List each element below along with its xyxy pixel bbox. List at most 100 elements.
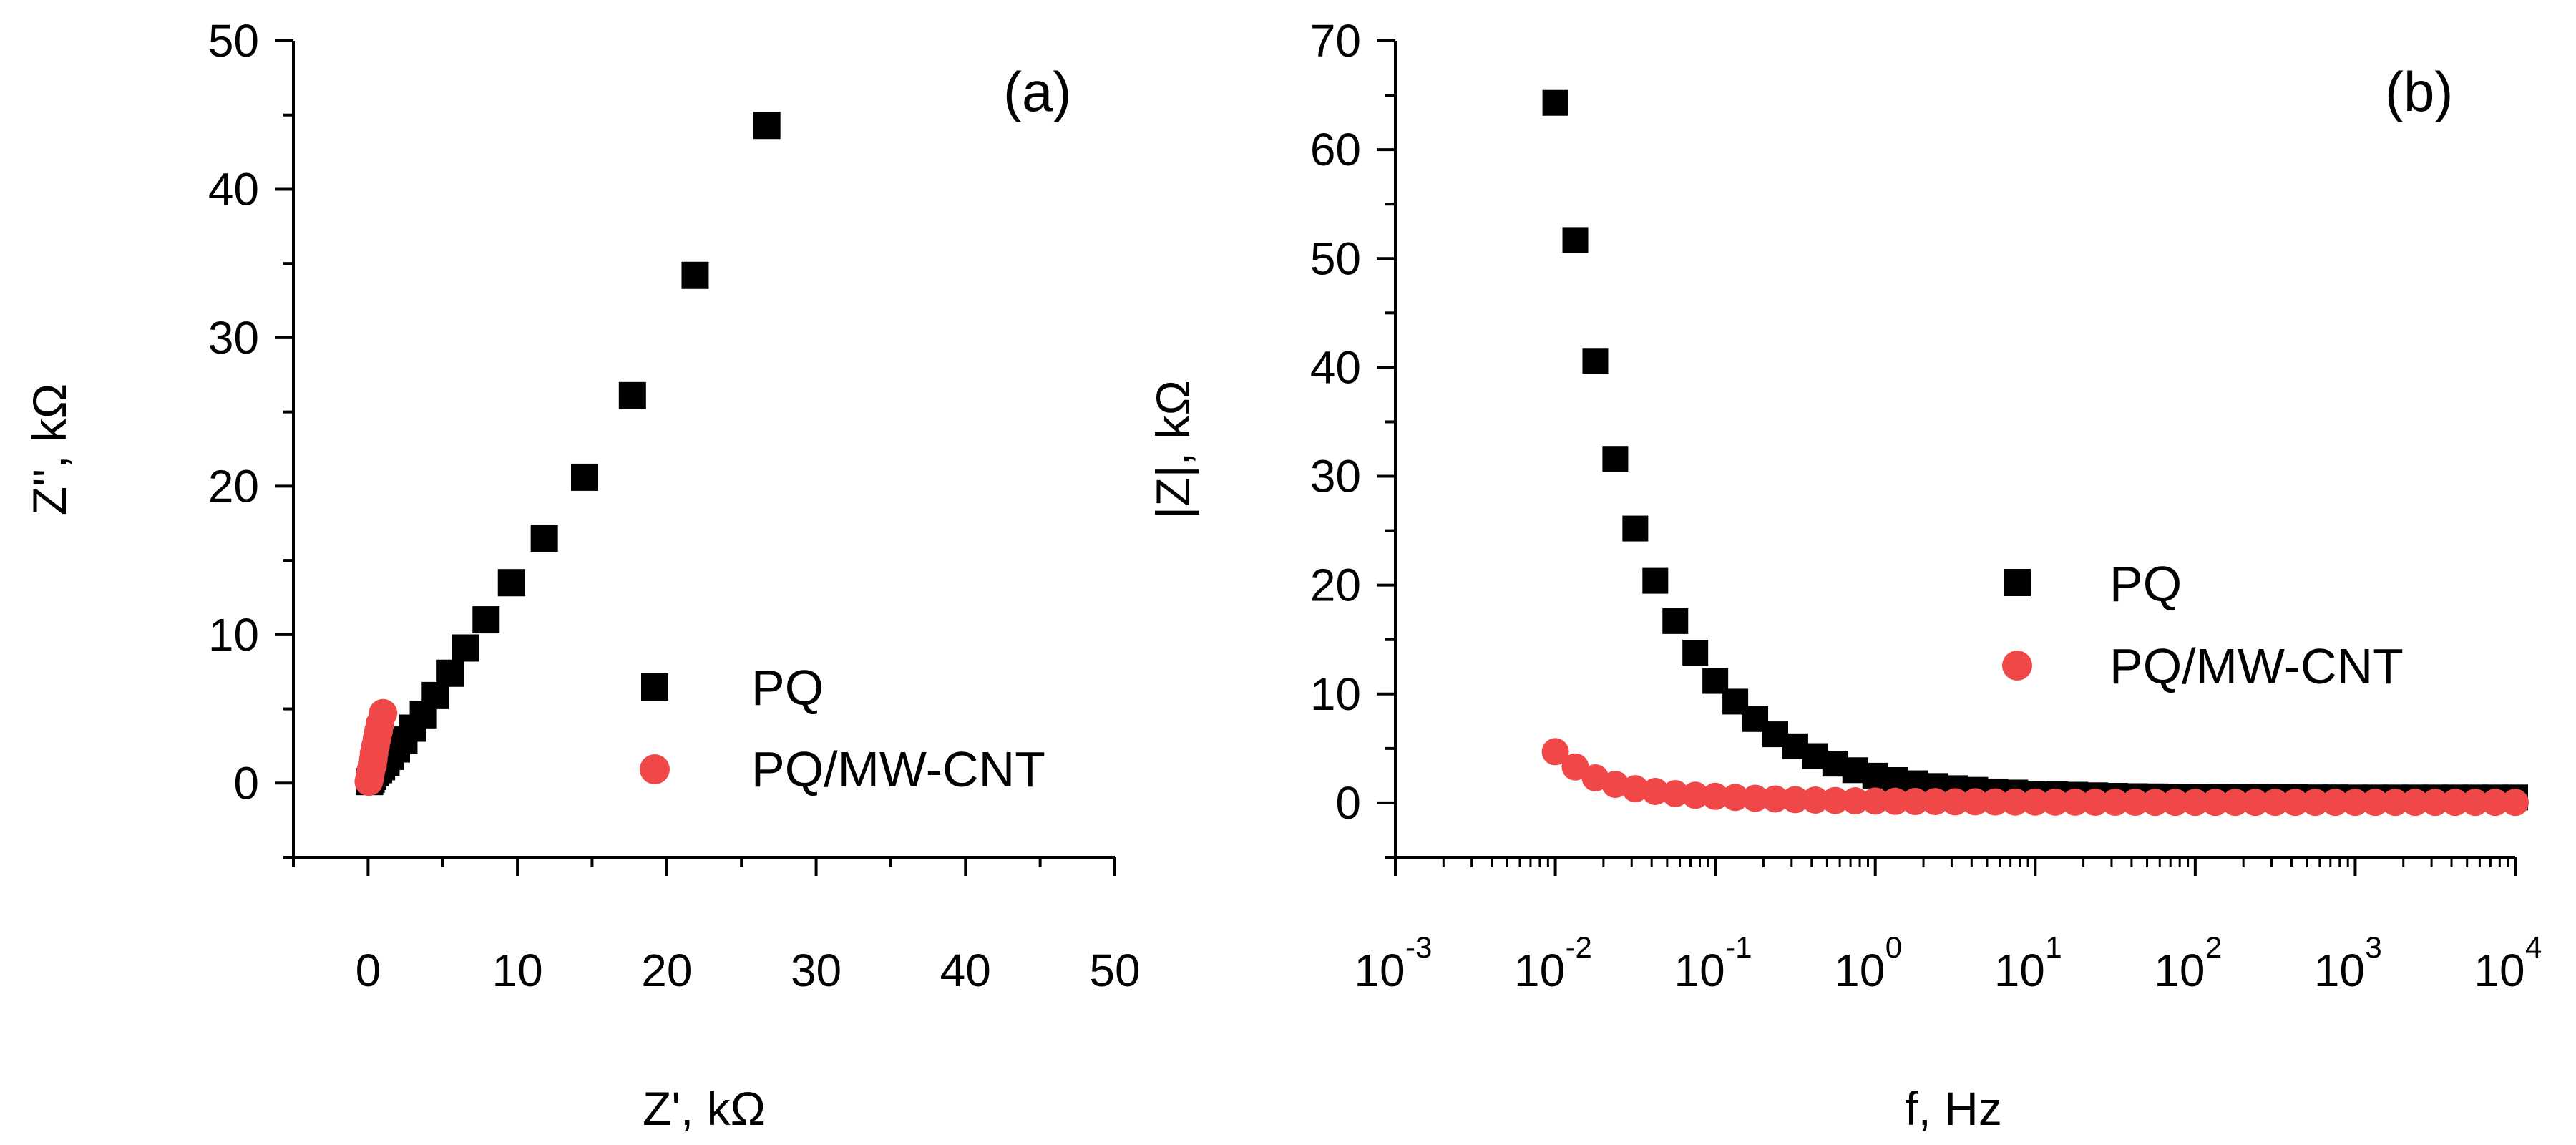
panel-a-legend-pq-label: PQ	[751, 660, 824, 716]
panel-b-y-tick-label: 30	[1310, 451, 1361, 502]
panel-a-x-tick-label: 40	[940, 945, 991, 996]
panel-b-pq-mw-cnt-point	[1941, 788, 1969, 816]
panel-b-pq-mw-cnt-point	[2062, 788, 2089, 816]
panel-b-legend-pq-marker	[2004, 569, 2031, 596]
panel-b-pq-mw-cnt-point	[2102, 789, 2129, 817]
panel-a-legend: PQ PQ/MW-CNT	[640, 660, 1045, 797]
panel-a-ticks: 0 10 20 30 40 50 0 10 20 30 40 50	[208, 15, 1141, 996]
panel-b-x-tick-exponent: -1	[1725, 930, 1752, 964]
panel-b-pq-mw-cnt-point	[1981, 788, 2009, 816]
panel-b-pq-mw-cnt-point	[1921, 788, 1949, 816]
panel-b-x-tick-label: 10	[1354, 945, 1405, 996]
panel-b-x-tick-label: 10	[1834, 945, 1885, 996]
panel-b-pq-mw-cnt-point	[2482, 789, 2509, 817]
panel-b-pq-mw-cnt-point	[2341, 789, 2369, 817]
panel-a-x-tick-label: 20	[641, 945, 692, 996]
panel-a-legend-pq-mw-cnt-label: PQ/MW-CNT	[751, 741, 1045, 797]
panel-b-series-pq	[1542, 89, 2528, 811]
panel-b-x-tick-exponent: -3	[1405, 930, 1432, 964]
panel-b-pq-mw-cnt-point	[2361, 789, 2389, 817]
panel-a-pq-point	[497, 569, 525, 597]
panel-a-legend-pq-mw-cnt-marker	[640, 754, 670, 784]
panel-b-pq-mw-cnt-point	[1901, 787, 1929, 815]
panel-b-pq-mw-cnt-point	[2201, 789, 2229, 817]
panel-a-y-tick-label: 10	[208, 609, 259, 661]
panel-b-pq-mw-cnt-point	[2441, 789, 2469, 817]
panel-b-y-tick-label: 70	[1310, 15, 1361, 67]
panel-b-pq-mw-cnt-point	[2502, 789, 2529, 817]
panel-b-x-tick-label: 10	[2154, 945, 2205, 996]
panel-b-legend: PQ PQ/MW-CNT	[2002, 556, 2404, 694]
panel-b-pq-mw-cnt-point	[2462, 789, 2489, 817]
panel-a-y-tick-label: 0	[233, 757, 259, 809]
panel-b-pq-mw-cnt-point	[1961, 788, 1989, 816]
panel-b-pq-mw-cnt-point	[1761, 785, 1789, 813]
panel-b-x-tick-exponent: 3	[2365, 930, 2381, 964]
panel-b-pq-mw-cnt-point	[2181, 789, 2209, 817]
panel-b-pq-mw-cnt-point	[1742, 784, 1770, 812]
panel-b-pq-point	[1542, 89, 1568, 116]
panel-b-y-tick-label: 0	[1335, 777, 1361, 829]
panel-b-x-tick-exponent: 4	[2525, 930, 2542, 964]
panel-b-pq-mw-cnt-point	[1702, 782, 1729, 810]
panel-b-pq-mw-cnt-point	[2122, 789, 2150, 817]
panel-b-pq-mw-cnt-point	[2161, 789, 2189, 817]
panel-a-pq-point	[618, 381, 646, 409]
panel-b-x-tick-label: 10	[1994, 945, 2045, 996]
panel-b-pq-mw-cnt-point	[1861, 787, 1889, 815]
panel-a-pq-point	[681, 261, 709, 289]
panel-b-pq-mw-cnt-point	[2082, 789, 2109, 817]
panel-a-pq-point	[436, 659, 464, 687]
panel-b-pq-point	[1642, 567, 1669, 594]
panel-b-bode-plot: 10 -3 10 -2 10 -1 10 0 10 1 10 2 10 3 10 40102030405060…	[1146, 15, 2542, 1135]
panel-b-pq-mw-cnt-point	[2261, 789, 2289, 817]
panel-a-pq-point	[530, 524, 558, 552]
panel-b-x-tick-exponent: 0	[1885, 930, 1902, 964]
panel-b-pq-mw-cnt-point	[1541, 738, 1569, 766]
panel-a-x-tick-label: 0	[356, 945, 381, 996]
panel-b-pq-mw-cnt-point	[1682, 781, 1709, 809]
panel-b-pq-point	[1682, 639, 1709, 666]
panel-b-x-tick-label: 10	[1514, 945, 1565, 996]
panel-a-pq-point	[472, 606, 500, 634]
panel-b-pq-mw-cnt-point	[2321, 789, 2349, 817]
panel-b-legend-pq-mw-cnt-label: PQ/MW-CNT	[2109, 638, 2404, 694]
panel-b-pq-mw-cnt-point	[2301, 789, 2329, 817]
panel-b-pq-mw-cnt-point	[1722, 784, 1750, 812]
panel-a-y-tick-label: 50	[208, 15, 259, 67]
panel-b-pq-mw-cnt-point	[2421, 789, 2449, 817]
panel-b-pq-point	[1622, 515, 1649, 542]
panel-a-series-pq-mw-cnt	[354, 698, 398, 796]
panel-a-y-tick-label: 20	[208, 460, 259, 512]
panel-b-x-tick-exponent: 1	[2045, 930, 2062, 964]
panel-b-y-axis-title: |Z|, kΩ	[1146, 380, 1199, 519]
panel-b-x-tick-label: 10	[2314, 945, 2365, 996]
panel-b-ticks: 10 -3 10 -2 10 -1 10 0 10 1 10 2 10 3 10 40102030405060…	[1310, 15, 2542, 996]
panel-b-pq-point	[1662, 608, 1689, 634]
panel-b-pq-mw-cnt-point	[2021, 788, 2049, 816]
panel-b-pq-mw-cnt-point	[1801, 786, 1829, 814]
panel-b-series-pq-mw-cnt	[1541, 738, 2529, 817]
panel-a-nyquist-plot: 0 10 20 30 40 50 0 10 20 30 40 50 (a) Z', kΩ Z'', k…	[23, 15, 1141, 1135]
panel-b-pq-point	[1562, 227, 1589, 253]
panel-a-x-tick-label: 30	[791, 945, 841, 996]
panel-b-pq-mw-cnt-point	[1561, 753, 1589, 781]
panel-b-x-tick-exponent: 2	[2205, 930, 2222, 964]
panel-a-pq-point	[452, 634, 479, 662]
panel-b-pq-mw-cnt-point	[1881, 787, 1909, 815]
panel-b-pq-mw-cnt-point	[2001, 788, 2029, 816]
panel-a-pq-mw-cnt-point	[369, 698, 398, 728]
panel-b-pq-mw-cnt-point	[2141, 789, 2169, 817]
panel-b-y-tick-label: 20	[1310, 560, 1361, 611]
panel-a-series-pq	[356, 112, 781, 796]
panel-a-y-tick-label: 30	[208, 312, 259, 364]
panel-b-pq-point	[1602, 446, 1629, 472]
panel-b-legend-pq-label: PQ	[2109, 556, 2182, 612]
panel-b-pq-mw-cnt-point	[2401, 789, 2429, 817]
panel-a-y-axis-title: Z'', kΩ	[23, 384, 76, 516]
panel-a-pq-point	[571, 463, 599, 491]
panel-b-y-tick-label: 60	[1310, 124, 1361, 175]
panel-b-y-tick-label: 50	[1310, 233, 1361, 284]
panel-b-pq-mw-cnt-point	[2041, 788, 2069, 816]
